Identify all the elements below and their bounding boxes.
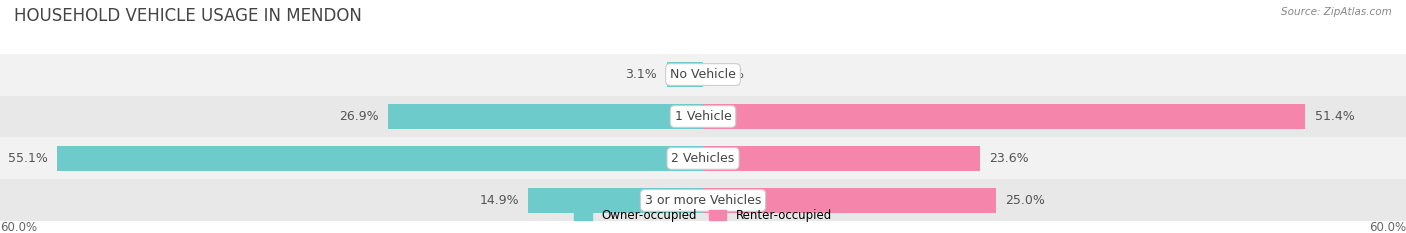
- Bar: [0, 137, 1406, 179]
- Text: 25.0%: 25.0%: [1005, 194, 1045, 207]
- Bar: [0, 54, 1406, 96]
- Text: 14.9%: 14.9%: [479, 194, 519, 207]
- Text: 55.1%: 55.1%: [8, 152, 48, 165]
- Text: 51.4%: 51.4%: [1315, 110, 1354, 123]
- Text: No Vehicle: No Vehicle: [671, 68, 735, 81]
- Legend: Owner-occupied, Renter-occupied: Owner-occupied, Renter-occupied: [569, 205, 837, 227]
- Text: 23.6%: 23.6%: [988, 152, 1029, 165]
- Text: 0.0%: 0.0%: [713, 68, 744, 81]
- Bar: [666, 62, 703, 87]
- Bar: [529, 188, 703, 213]
- Text: 1 Vehicle: 1 Vehicle: [675, 110, 731, 123]
- Bar: [703, 104, 1305, 129]
- Text: 60.0%: 60.0%: [0, 221, 37, 233]
- Text: 3.1%: 3.1%: [626, 68, 657, 81]
- Bar: [388, 104, 703, 129]
- Text: 3 or more Vehicles: 3 or more Vehicles: [645, 194, 761, 207]
- Bar: [703, 146, 980, 171]
- Text: HOUSEHOLD VEHICLE USAGE IN MENDON: HOUSEHOLD VEHICLE USAGE IN MENDON: [14, 7, 361, 25]
- Text: 26.9%: 26.9%: [339, 110, 378, 123]
- Text: Source: ZipAtlas.com: Source: ZipAtlas.com: [1281, 7, 1392, 17]
- Bar: [703, 188, 995, 213]
- Text: 2 Vehicles: 2 Vehicles: [672, 152, 734, 165]
- Bar: [58, 146, 703, 171]
- Bar: [0, 179, 1406, 221]
- Text: 60.0%: 60.0%: [1369, 221, 1406, 233]
- Bar: [0, 96, 1406, 137]
